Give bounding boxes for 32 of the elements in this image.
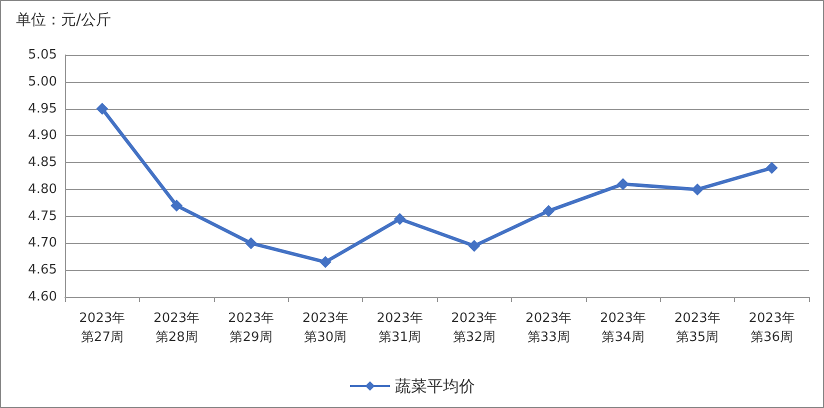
x-tick-label: 2023年第35周	[674, 311, 720, 345]
y-tick-label: 4.60	[28, 290, 57, 304]
y-tick-label: 4.90	[28, 128, 57, 144]
x-tick-label: 2023年第29周	[228, 311, 274, 345]
y-tick-label: 5.00	[28, 74, 57, 90]
x-tick-label: 2023年第36周	[748, 311, 795, 345]
point	[394, 213, 406, 226]
x-tick-label: 2023年第30周	[302, 311, 348, 345]
legend-label: 蔬菜平均价	[395, 376, 475, 396]
point	[468, 240, 480, 252]
point	[691, 183, 704, 196]
x-tick-label: 2023年第27周	[79, 311, 126, 345]
point	[319, 256, 332, 268]
point	[766, 162, 778, 174]
y-tick-label: 5.05	[28, 48, 57, 62]
point	[96, 102, 108, 115]
y-tick-label: 4.70	[28, 236, 57, 251]
x-tick-label: 2023年第28周	[154, 311, 200, 345]
x-tick-label: 2023年第33周	[526, 311, 572, 345]
x-tick-label: 2023年第34周	[600, 311, 646, 345]
y-tick-label: 4.65	[28, 262, 57, 278]
point	[170, 200, 183, 212]
x-tick-label: 2023年第32周	[451, 311, 498, 345]
point	[542, 204, 555, 217]
x-tick-label: 2023年第31周	[376, 311, 423, 345]
point	[617, 178, 629, 190]
y-tick-label: 4.80	[28, 182, 57, 197]
y-tick-label: 4.95	[28, 101, 57, 116]
y-axis-title: 单位：元/公斤	[16, 10, 112, 28]
y-tick-label: 4.75	[28, 208, 57, 224]
point	[245, 237, 257, 250]
y-tick-label: 4.85	[28, 155, 57, 170]
